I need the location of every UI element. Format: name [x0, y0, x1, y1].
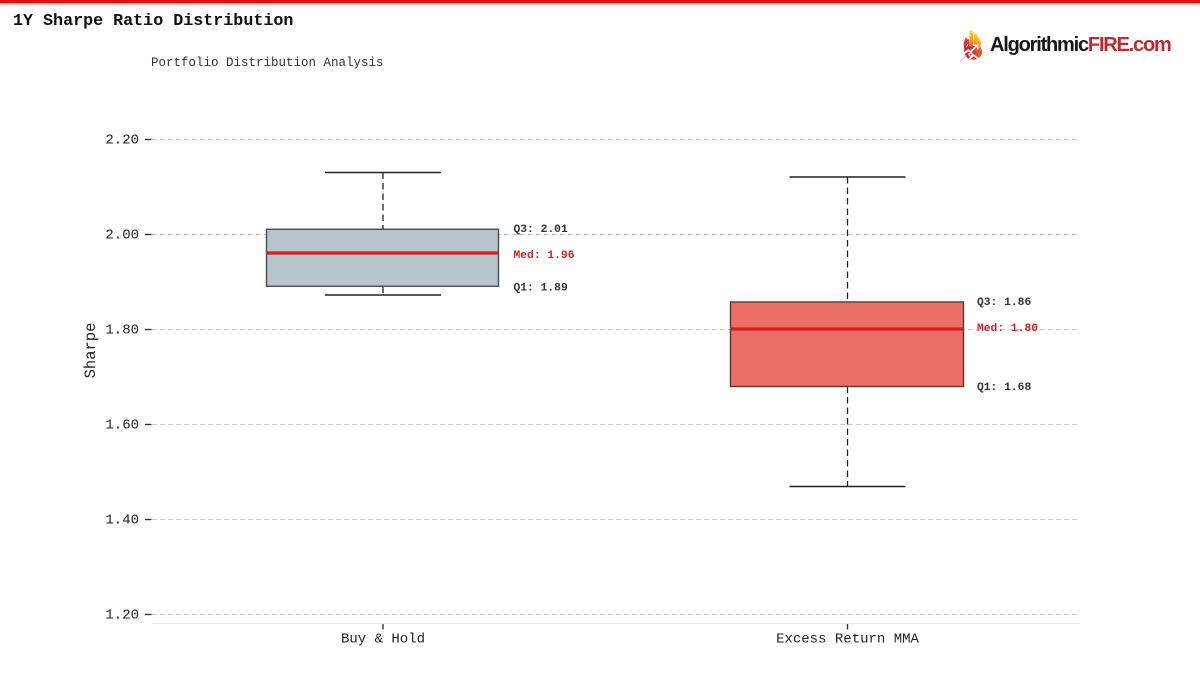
svg-text:Excess Return MMA: Excess Return MMA — [776, 632, 919, 648]
svg-text:Q3: 1.86: Q3: 1.86 — [977, 297, 1031, 309]
svg-text:Q3: 2.01: Q3: 2.01 — [514, 224, 568, 236]
svg-text:Portfolio Distribution Analysi: Portfolio Distribution Analysis — [151, 56, 384, 70]
svg-text:Med: 1.96: Med: 1.96 — [514, 250, 575, 262]
svg-text:Buy & Hold: Buy & Hold — [341, 632, 425, 648]
svg-text:Med: 1.80: Med: 1.80 — [977, 323, 1038, 335]
svg-text:1.20: 1.20 — [105, 608, 139, 624]
svg-text:Sharpe: Sharpe — [82, 323, 100, 379]
svg-text:1.40: 1.40 — [105, 513, 139, 529]
svg-text:Q1: 1.68: Q1: 1.68 — [977, 382, 1031, 394]
svg-text:2.20: 2.20 — [105, 133, 139, 149]
svg-text:Q1: 1.89: Q1: 1.89 — [514, 283, 568, 295]
svg-text:1.60: 1.60 — [105, 418, 139, 434]
svg-text:1.80: 1.80 — [105, 323, 139, 339]
svg-text:2.00: 2.00 — [105, 228, 139, 244]
